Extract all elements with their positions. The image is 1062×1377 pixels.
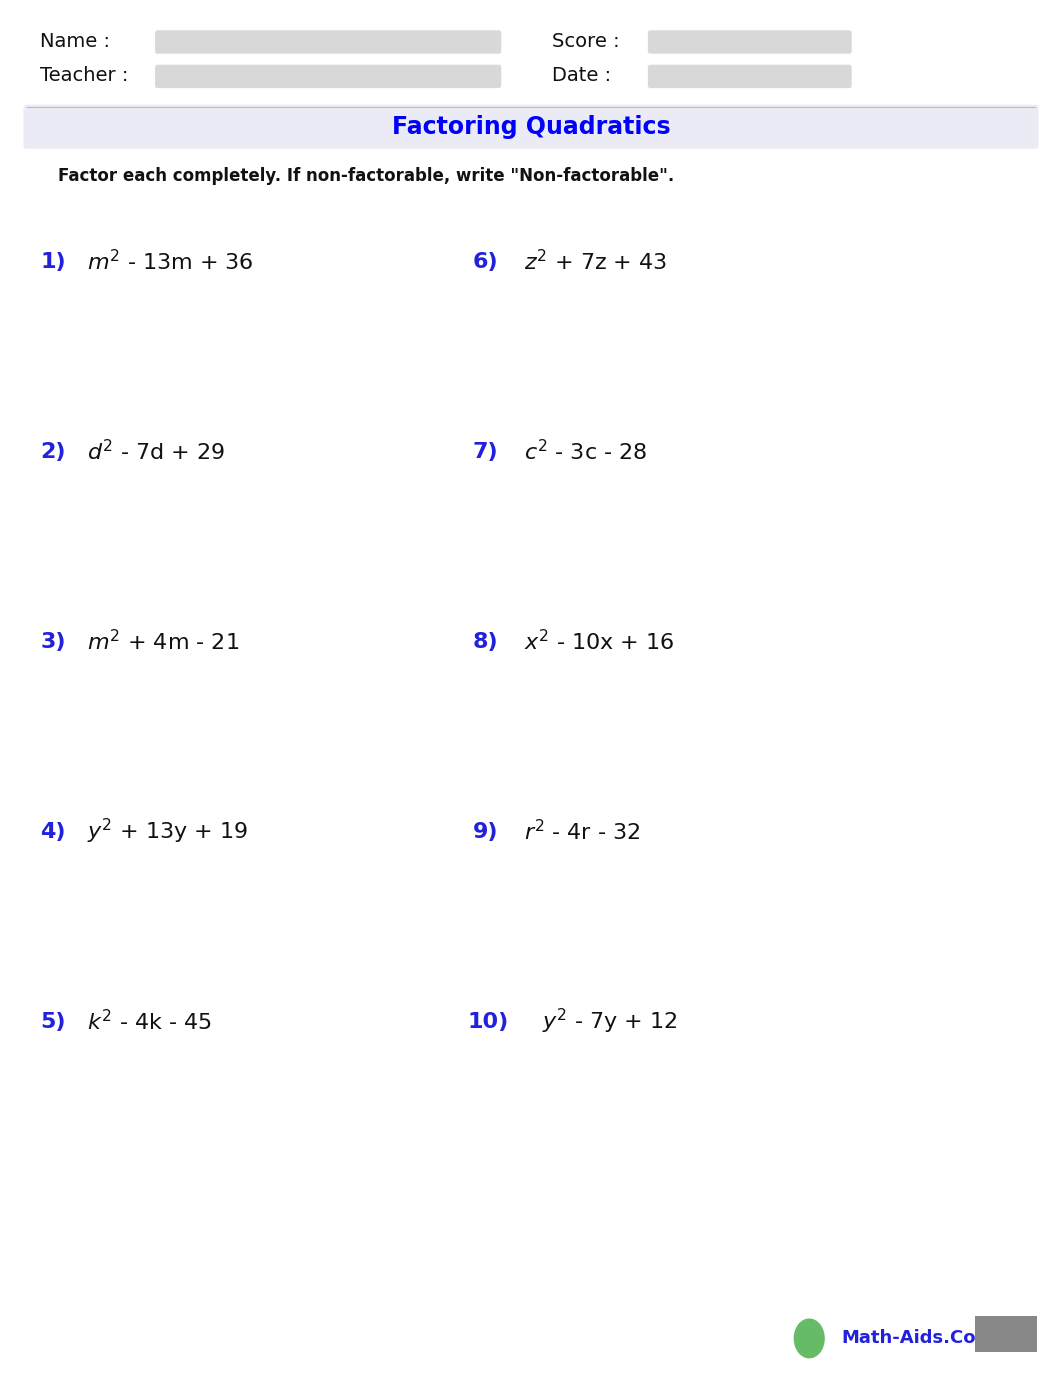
- Text: 4): 4): [40, 822, 66, 841]
- Text: Date :: Date :: [552, 66, 612, 85]
- FancyBboxPatch shape: [155, 30, 501, 54]
- Text: Name :: Name :: [40, 32, 110, 51]
- Text: Factoring Quadratics: Factoring Quadratics: [392, 114, 670, 139]
- FancyBboxPatch shape: [648, 30, 852, 54]
- Text: $r^2$ - 4r - 32: $r^2$ - 4r - 32: [524, 819, 640, 844]
- Circle shape: [794, 1319, 824, 1358]
- Text: $m^2$ - 13m + 36: $m^2$ - 13m + 36: [87, 249, 254, 274]
- Text: 7): 7): [473, 442, 498, 461]
- Text: 3): 3): [40, 632, 66, 651]
- Text: $z^2$ + 7z + 43: $z^2$ + 7z + 43: [524, 249, 667, 274]
- Text: Math-Aids.Com: Math-Aids.Com: [841, 1329, 994, 1348]
- FancyBboxPatch shape: [648, 65, 852, 88]
- Text: $y^2$ - 7y + 12: $y^2$ - 7y + 12: [542, 1007, 678, 1037]
- Text: 1): 1): [40, 252, 66, 271]
- Text: 9): 9): [473, 822, 498, 841]
- Text: Factor each completely. If non-factorable, write "Non-factorable".: Factor each completely. If non-factorabl…: [58, 167, 674, 186]
- FancyBboxPatch shape: [23, 105, 1039, 149]
- FancyBboxPatch shape: [975, 1316, 1037, 1352]
- Text: 8): 8): [473, 632, 498, 651]
- FancyBboxPatch shape: [155, 65, 501, 88]
- Text: Teacher :: Teacher :: [40, 66, 129, 85]
- Text: $y^2$ + 13y + 19: $y^2$ + 13y + 19: [87, 817, 249, 847]
- Text: 5): 5): [40, 1012, 66, 1031]
- Text: $k^2$ - 4k - 45: $k^2$ - 4k - 45: [87, 1009, 211, 1034]
- Text: $d^2$ - 7d + 29: $d^2$ - 7d + 29: [87, 439, 225, 464]
- Text: Score :: Score :: [552, 32, 620, 51]
- Text: 6): 6): [473, 252, 498, 271]
- Text: 10): 10): [467, 1012, 509, 1031]
- Text: $x^2$ - 10x + 16: $x^2$ - 10x + 16: [524, 629, 674, 654]
- Text: $m^2$ + 4m - 21: $m^2$ + 4m - 21: [87, 629, 239, 654]
- Text: $c^2$ - 3c - 28: $c^2$ - 3c - 28: [524, 439, 647, 464]
- Text: 2): 2): [40, 442, 66, 461]
